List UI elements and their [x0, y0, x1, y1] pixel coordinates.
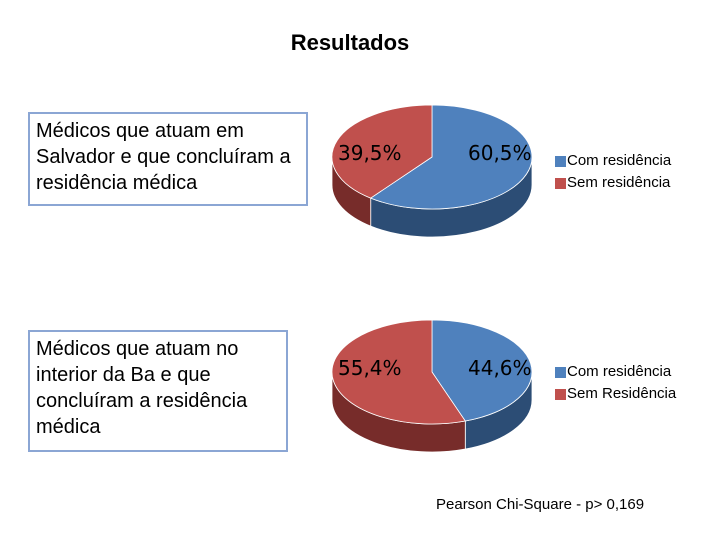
- chart-label-salvador: Médicos que atuam em Salvador e que conc…: [36, 120, 291, 194]
- pie-slice-sem: [331, 319, 466, 425]
- data-label-com: 44,6%: [468, 356, 532, 380]
- data-label-com: 60,5%: [468, 141, 532, 165]
- chi-square-note: Pearson Chi-Square - p> 0,169: [436, 496, 645, 513]
- chart-label-interior: Médicos que atuam no interior da Ba e qu…: [36, 338, 248, 438]
- legend-label-com: Com residência: [567, 152, 672, 169]
- legend-swatch-com: [555, 366, 566, 378]
- legend-salvador: Com residência Sem residência: [555, 150, 671, 194]
- pie-slice-com: [431, 319, 533, 422]
- pie-chart-salvador: 60,5% 39,5%: [331, 104, 533, 238]
- legend-item-sem: Sem Residência: [555, 383, 676, 405]
- pie-slice-com: [369, 104, 533, 210]
- legend-item-sem: Sem residência: [555, 172, 671, 194]
- data-label-sem: 55,4%: [338, 356, 402, 380]
- legend-swatch-sem: [555, 177, 566, 189]
- legend-label-sem: Sem Residência: [567, 385, 677, 402]
- legend-item-com: Com residência: [555, 361, 676, 383]
- pie-chart-interior: 44,6% 55,4%: [331, 319, 533, 453]
- legend-label-com: Com residência: [567, 363, 672, 380]
- pie-slice-sem: [331, 104, 433, 199]
- legend-swatch-sem: [555, 388, 566, 400]
- chart-label-box-salvador: Médicos que atuam em Salvador e que conc…: [28, 112, 308, 206]
- legend-label-sem: Sem residência: [567, 174, 671, 191]
- chart-label-box-interior: Médicos que atuam no interior da Ba e qu…: [28, 330, 288, 452]
- page-title: Resultados: [290, 30, 410, 55]
- legend-swatch-com: [555, 155, 566, 167]
- legend-interior: Com residência Sem Residência: [555, 361, 676, 405]
- legend-item-com: Com residência: [555, 150, 671, 172]
- data-label-sem: 39,5%: [338, 141, 402, 165]
